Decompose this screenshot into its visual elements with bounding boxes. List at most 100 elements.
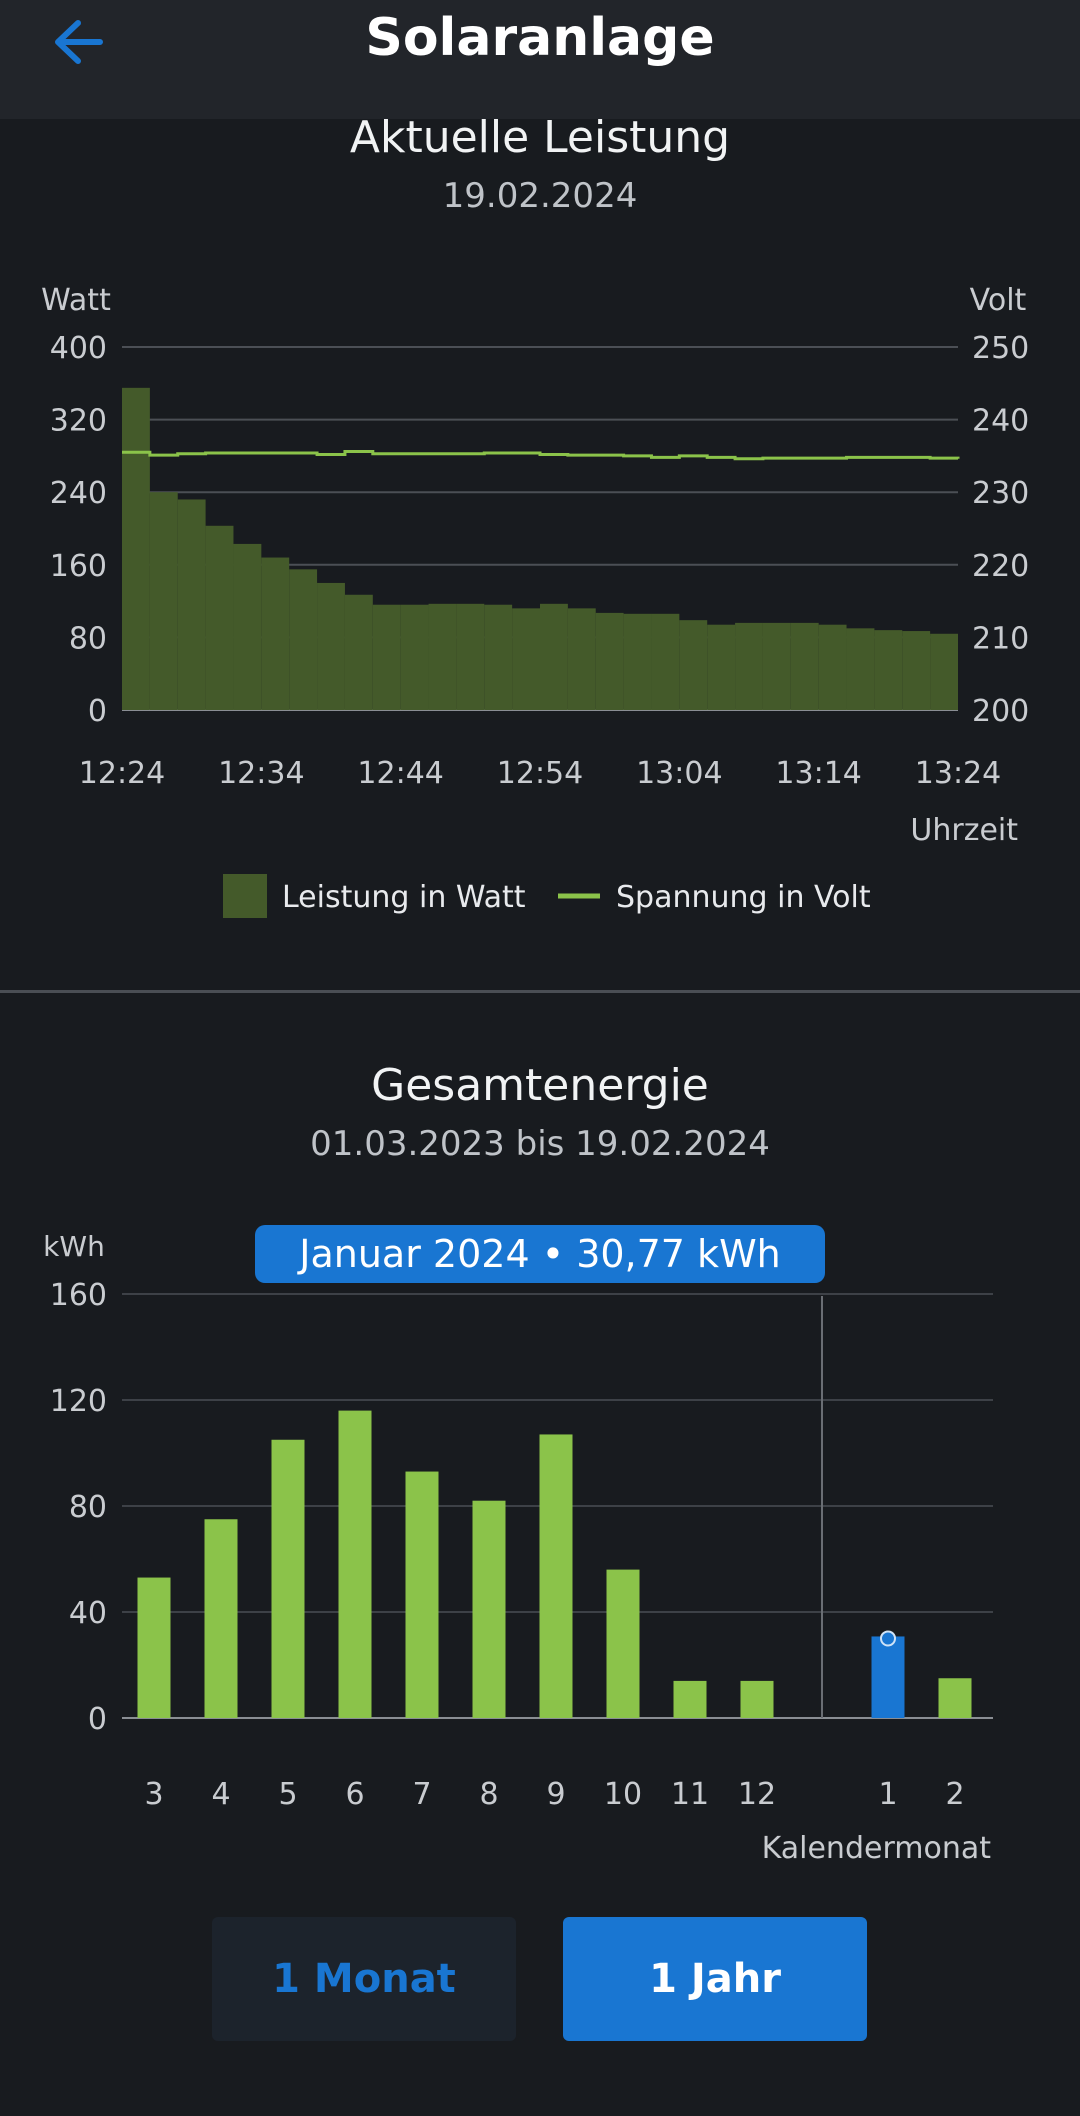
energy-bar bbox=[472, 1500, 506, 1718]
power-bar bbox=[400, 604, 429, 710]
x-tick-label: 13:24 bbox=[915, 756, 1001, 791]
power-bar bbox=[623, 613, 652, 710]
power-bar bbox=[261, 557, 290, 710]
y-axis-label: kWh bbox=[43, 1230, 105, 1263]
app-bar: Solaranlage bbox=[0, 0, 1080, 119]
power-bar bbox=[233, 543, 262, 710]
x-tick-label: 12 bbox=[738, 1777, 776, 1812]
power-bar bbox=[317, 582, 345, 710]
x-tick-label: 9 bbox=[546, 1777, 565, 1812]
y-tick-label: 400 bbox=[50, 331, 107, 366]
selected-month-tooltip: Januar 2024 • 30,77 kWh bbox=[255, 1225, 825, 1283]
x-tick-label: 12:54 bbox=[497, 756, 583, 791]
y-tick-label: 320 bbox=[50, 404, 107, 439]
power-bar bbox=[790, 622, 819, 710]
one-month-button[interactable]: 1 Monat bbox=[212, 1917, 516, 2041]
voltage-line bbox=[122, 450, 960, 461]
power-bar bbox=[149, 492, 178, 710]
y-tick-label: 80 bbox=[69, 1490, 107, 1525]
power-bar bbox=[735, 622, 763, 710]
y2-tick-label: 210 bbox=[972, 621, 1029, 656]
energy-bar bbox=[405, 1471, 439, 1718]
energy-bar bbox=[137, 1577, 171, 1718]
y2-tick-label: 250 bbox=[972, 331, 1029, 366]
x-axis-label: Uhrzeit bbox=[910, 813, 1018, 848]
power-bar bbox=[484, 604, 513, 710]
energy-bar bbox=[338, 1410, 372, 1718]
energy-bar-selected bbox=[871, 1636, 905, 1718]
energy-bar bbox=[204, 1519, 238, 1718]
power-bar bbox=[762, 622, 791, 710]
power-section-date: 19.02.2024 bbox=[442, 176, 638, 216]
y-tick-label: 0 bbox=[88, 1702, 107, 1737]
energy-bar bbox=[740, 1680, 774, 1718]
x-tick-label: 12:34 bbox=[218, 756, 304, 791]
power-bar bbox=[540, 603, 568, 710]
y2-axis-label: Volt bbox=[970, 283, 1027, 318]
x-tick-label: 1 bbox=[878, 1777, 897, 1812]
y-tick-label: 80 bbox=[69, 621, 107, 656]
legend-swatch-power bbox=[223, 874, 267, 918]
power-bar bbox=[595, 612, 624, 710]
power-bar bbox=[874, 630, 903, 710]
power-bar bbox=[122, 387, 150, 710]
power-bar bbox=[930, 633, 958, 710]
section-divider bbox=[0, 990, 1080, 993]
x-axis-label: Kalendermonat bbox=[762, 1831, 992, 1866]
power-bar bbox=[456, 603, 485, 710]
one-year-button[interactable]: 1 Jahr bbox=[563, 1917, 867, 2041]
x-tick-label: 3 bbox=[144, 1777, 163, 1812]
power-bar bbox=[651, 613, 680, 710]
x-tick-label: 12:24 bbox=[79, 756, 165, 791]
selected-point-marker bbox=[880, 1630, 896, 1647]
x-tick-label: 8 bbox=[479, 1777, 498, 1812]
energy-section-range: 01.03.2023 bis 19.02.2024 bbox=[310, 1124, 770, 1164]
power-bar bbox=[205, 525, 234, 710]
power-bar bbox=[512, 608, 540, 710]
back-button[interactable] bbox=[46, 14, 110, 70]
y-tick-label: 0 bbox=[88, 694, 107, 729]
x-tick-label: 13:04 bbox=[636, 756, 722, 791]
legend-label-power: Leistung in Watt bbox=[282, 880, 526, 915]
arrow-left-icon bbox=[55, 20, 103, 64]
x-tick-label: 4 bbox=[211, 1777, 230, 1812]
power-chart: Watt Volt 0 200 80 210 160 220 240 230 320 240 400 25… bbox=[41, 283, 1029, 918]
power-bar bbox=[372, 604, 401, 710]
x-tick-label: 2 bbox=[945, 1777, 964, 1812]
power-bar bbox=[902, 631, 931, 710]
y2-tick-label: 240 bbox=[972, 404, 1029, 439]
y2-tick-label: 230 bbox=[972, 476, 1029, 511]
y-tick-label: 40 bbox=[69, 1596, 107, 1631]
y-tick-label: 160 bbox=[50, 1278, 107, 1313]
x-tick-label: 10 bbox=[604, 1777, 642, 1812]
y-axis-label: Watt bbox=[41, 283, 111, 318]
x-tick-label: 11 bbox=[671, 1777, 709, 1812]
power-bar bbox=[428, 603, 457, 710]
power-bar bbox=[818, 624, 847, 710]
power-bar bbox=[344, 594, 373, 710]
legend-label-voltage: Spannung in Volt bbox=[616, 880, 871, 915]
power-bar bbox=[679, 620, 708, 710]
energy-bar bbox=[673, 1680, 707, 1718]
energy-bar bbox=[606, 1569, 640, 1718]
energy-bar bbox=[271, 1439, 305, 1718]
power-bar bbox=[707, 624, 736, 710]
power-bar bbox=[567, 608, 596, 710]
power-bar bbox=[289, 569, 318, 710]
power-bar bbox=[177, 499, 206, 710]
x-tick-label: 12:44 bbox=[357, 756, 443, 791]
power-bar bbox=[846, 628, 875, 710]
app-title: Solaranlage bbox=[365, 8, 715, 68]
y-tick-label: 240 bbox=[50, 476, 107, 511]
energy-section-title: Gesamtenergie bbox=[371, 1060, 709, 1111]
x-tick-label: 13:14 bbox=[775, 756, 861, 791]
y-tick-label: 120 bbox=[50, 1384, 107, 1419]
y-tick-label: 160 bbox=[50, 549, 107, 584]
energy-bar bbox=[539, 1434, 573, 1718]
energy-bar bbox=[938, 1678, 972, 1718]
y2-tick-label: 200 bbox=[972, 694, 1029, 729]
y2-tick-label: 220 bbox=[972, 549, 1029, 584]
x-tick-label: 6 bbox=[345, 1777, 364, 1812]
x-tick-label: 5 bbox=[278, 1777, 297, 1812]
